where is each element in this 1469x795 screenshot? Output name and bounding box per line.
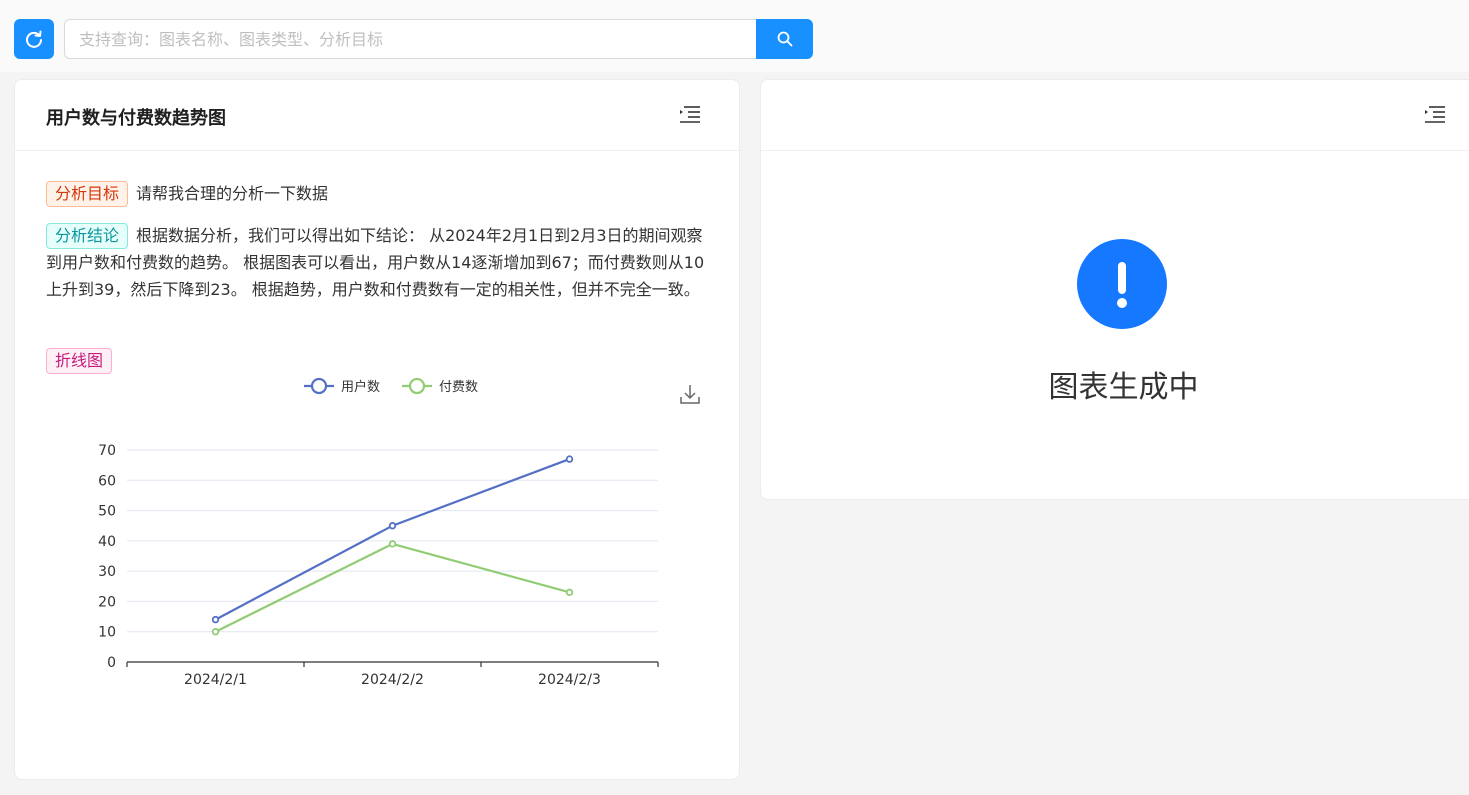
analysis-conclusion-row: 分析结论 根据数据分析，我们可以得出如下结论： 从2024年2月1日到2月3日的期… — [46, 222, 708, 303]
y-tick-label: 30 — [98, 564, 116, 580]
exclamation-icon — [1077, 239, 1167, 329]
y-tick-label: 60 — [98, 473, 116, 489]
x-tick-label: 2024/2/3 — [538, 672, 601, 688]
legend-label: 付费数 — [439, 380, 478, 395]
analysis-goal-row: 分析目标 请帮我合理的分析一下数据 — [46, 180, 328, 207]
data-point — [565, 455, 574, 463]
analysis-conclusion-tag: 分析结论 — [46, 223, 129, 249]
x-tick-label: 2024/2/1 — [184, 672, 247, 688]
analysis-goal-tag: 分析目标 — [46, 181, 129, 207]
series-line-1 — [215, 542, 570, 633]
data-point — [388, 522, 397, 530]
x-tick-label: 2024/2/2 — [361, 672, 424, 688]
data-point — [565, 588, 574, 597]
legend-marker — [408, 377, 426, 395]
search-box — [64, 19, 813, 59]
search-icon — [777, 31, 792, 47]
refresh-icon — [26, 30, 42, 48]
pending-card-header — [761, 80, 1469, 151]
data-point — [211, 615, 220, 624]
download-icon[interactable] — [679, 383, 701, 405]
y-tick-label: 50 — [98, 504, 116, 520]
menu-icon[interactable] — [1424, 104, 1446, 124]
refresh-button[interactable] — [14, 19, 54, 59]
analysis-conclusion-text: 根据数据分析，我们可以得出如下结论： 从2024年2月1日到2月3日的期间观察到… — [46, 226, 705, 299]
chart-card: 用户数与付费数趋势图 分析目标 请帮我合理的分析一下数据 分析结论 根据数据分析，我… — [14, 79, 740, 780]
top-toolbar — [0, 0, 1469, 72]
y-tick-label: 10 — [98, 625, 116, 641]
y-tick-label: 0 — [107, 655, 116, 671]
data-point — [388, 540, 397, 548]
chart-title: 用户数与付费数趋势图 — [46, 108, 226, 129]
chart-card-header: 用户数与付费数趋势图 — [15, 80, 739, 151]
search-input[interactable] — [64, 19, 756, 59]
series-line-0 — [214, 458, 570, 621]
data-point — [211, 628, 220, 636]
legend-marker — [310, 377, 328, 395]
chart-type-tag: 折线图 — [46, 348, 113, 374]
search-button[interactable] — [756, 19, 813, 59]
y-tick-label: 20 — [98, 594, 116, 610]
menu-icon[interactable] — [679, 104, 701, 124]
analysis-goal-text: 请帮我合理的分析一下数据 — [136, 184, 329, 203]
line-chart: 0 10 20 30 40 50 60 70 2024/2/1 2024/2/2 2024/2/3 用… — [98, 377, 659, 688]
status-text: 图表生成中 — [1048, 370, 1199, 405]
y-tick-label: 70 — [98, 443, 116, 459]
y-tick-label: 40 — [98, 534, 116, 550]
pending-chart-card: 图表生成中 — [760, 79, 1469, 500]
legend-label: 用户数 — [341, 379, 380, 395]
chart-type-row: 折线图 — [46, 347, 120, 374]
